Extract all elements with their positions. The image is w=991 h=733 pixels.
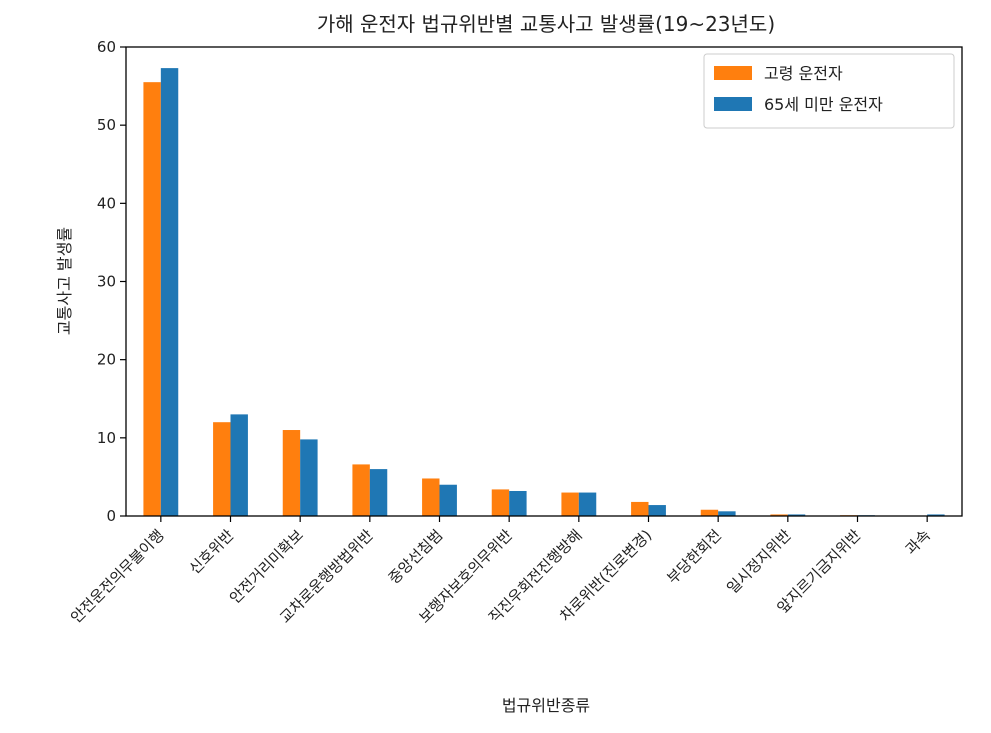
bar-under65-8 [718, 511, 736, 516]
bar-older-9 [770, 514, 788, 516]
x-tick-label-1: 신호위반 [186, 526, 238, 578]
y-tick-label-2: 20 [97, 351, 116, 369]
bar-older-6 [561, 492, 579, 516]
x-tick-label-0: 안전운전의무불이행 [67, 526, 168, 627]
x-tick-label-9: 일시정지위반 [723, 526, 794, 597]
legend-swatch-older-drivers [714, 66, 752, 80]
bar-older-7 [631, 501, 649, 516]
bar-under65-2 [300, 439, 318, 516]
legend-swatch-under65-drivers [714, 97, 752, 111]
legend: 고령 운전자 65세 미만 운전자 [703, 53, 955, 129]
bar-under65-1 [230, 414, 248, 516]
x-axis-label: 법규위반종류 [502, 696, 590, 715]
y-tick-label-5: 50 [97, 116, 116, 134]
bar-under65-5 [509, 490, 527, 516]
bar-under65-4 [439, 484, 457, 516]
x-tick-label-4: 중앙선침범 [385, 526, 447, 588]
bar-older-1 [213, 422, 231, 516]
bar-under65-9 [787, 514, 806, 516]
bar-older-4 [422, 478, 440, 516]
bar-under65-7 [648, 505, 666, 516]
y-tick-label-3: 30 [97, 273, 116, 291]
legend-box [703, 53, 955, 129]
bar-under65-3 [369, 469, 388, 516]
x-tick-label-11: 과속 [902, 526, 934, 558]
bar-older-8 [700, 509, 719, 516]
y-tick-label-1: 10 [97, 429, 116, 447]
y-tick-label-6: 60 [97, 38, 116, 56]
y-axis: 0 10 20 30 40 50 60 [97, 38, 126, 525]
bar-older-0 [143, 82, 161, 517]
legend-label-older-drivers: 고령 운전자 [764, 64, 843, 83]
bar-under65-11 [927, 514, 945, 516]
y-tick-label-4: 40 [97, 194, 116, 212]
bar-older-2 [282, 430, 301, 516]
bar-under65-6 [578, 492, 597, 516]
bar-older-5 [491, 489, 510, 516]
bars-layer [143, 68, 945, 517]
legend-label-under65-drivers: 65세 미만 운전자 [764, 95, 883, 114]
bar-older-3 [352, 464, 370, 516]
chart-title: 가해 운전자 법규위반별 교통사고 발생률(19~23년도) [317, 12, 775, 36]
x-tick-label-8: 부당한회전 [663, 526, 725, 588]
y-tick-label-0: 0 [106, 507, 116, 525]
y-axis-label: 교통사고 발생률 [55, 227, 74, 335]
bar-under65-0 [160, 68, 179, 517]
